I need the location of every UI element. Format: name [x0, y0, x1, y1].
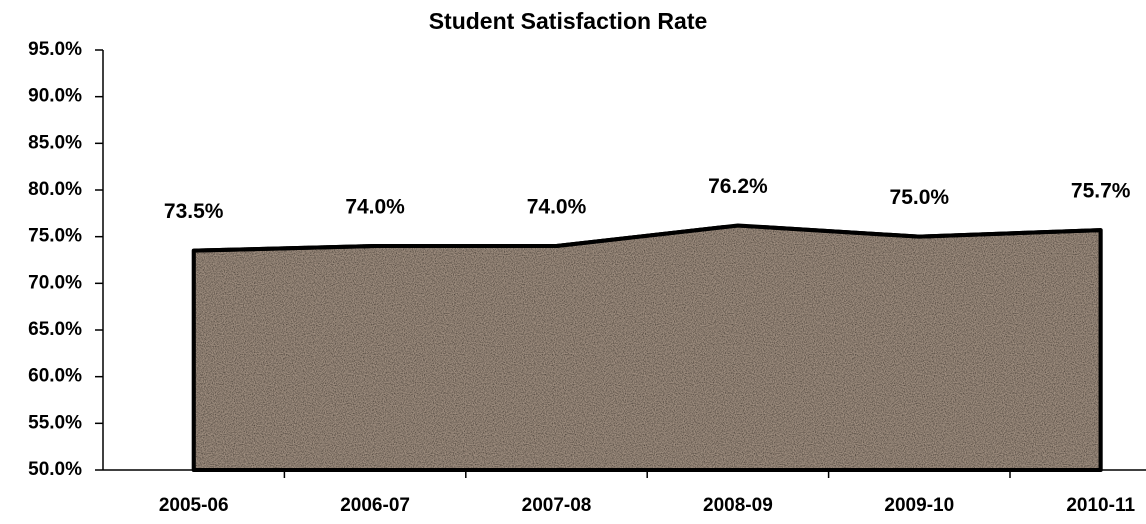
x-tick-label: 2010-11	[1066, 495, 1135, 516]
y-tick-label: 95.0%	[28, 39, 82, 60]
area	[191, 223, 1103, 472]
x-tick-label: 2008-09	[703, 495, 773, 516]
value-label: 76.2%	[708, 175, 768, 198]
x-tick-label: 2009-10	[884, 495, 954, 516]
x-tick-label: 2007-08	[522, 495, 592, 516]
y-tick-label: 85.0%	[28, 132, 82, 153]
value-label: 74.0%	[527, 196, 587, 219]
value-label: 75.7%	[1071, 180, 1131, 203]
y-tick-label: 90.0%	[28, 86, 82, 107]
y-tick-label: 75.0%	[28, 226, 82, 247]
y-tick-label: 50.0%	[28, 459, 82, 480]
y-tick-label: 80.0%	[28, 179, 82, 200]
chart-title: Student Satisfaction Rate	[429, 8, 708, 34]
area-outline	[191, 223, 1103, 472]
x-tick-label: 2005-06	[159, 495, 229, 516]
value-label: 74.0%	[345, 196, 405, 219]
y-tick-label: 70.0%	[28, 272, 82, 293]
value-label: 75.0%	[890, 186, 950, 209]
value-label: 73.5%	[164, 200, 224, 223]
x-tick-label: 2006-07	[340, 495, 410, 516]
y-tick-label: 65.0%	[28, 319, 82, 340]
y-tick-label: 55.0%	[28, 412, 82, 433]
y-tick-label: 60.0%	[28, 366, 82, 387]
